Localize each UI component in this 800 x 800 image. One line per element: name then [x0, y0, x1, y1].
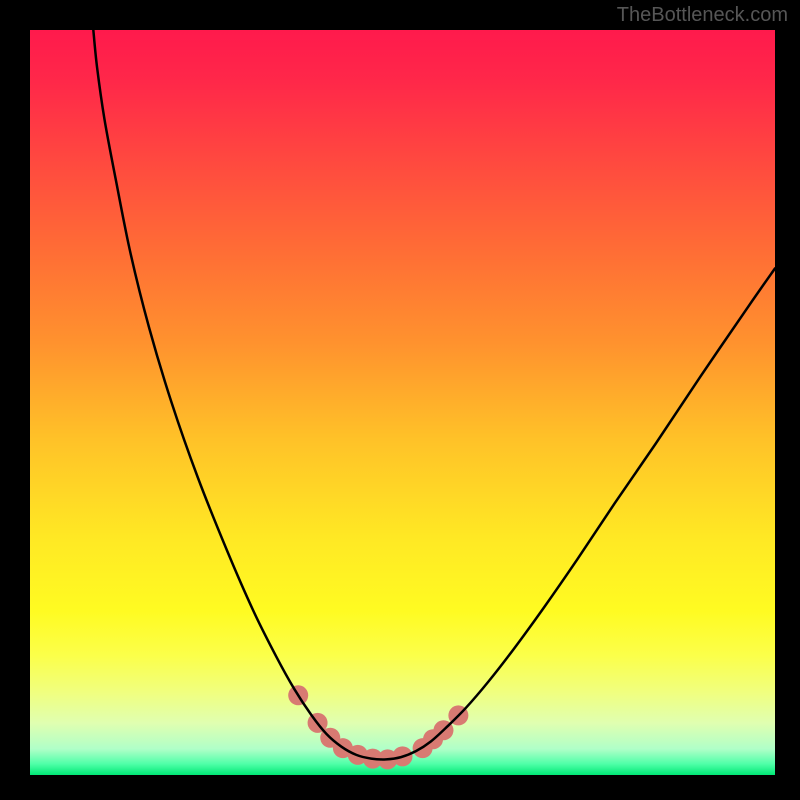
plot-svg — [30, 30, 775, 775]
chart-container: TheBottleneck.com — [0, 0, 800, 800]
gradient-background — [30, 30, 775, 775]
watermark-text: TheBottleneck.com — [617, 4, 788, 27]
plot-area — [30, 30, 775, 775]
